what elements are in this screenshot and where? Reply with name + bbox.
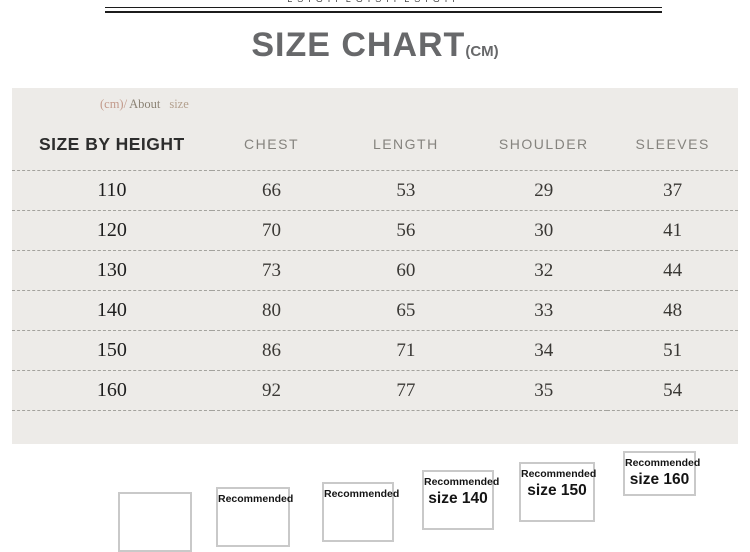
cell-shoulder: 35 <box>480 370 608 411</box>
unit-note-size: size <box>169 97 189 111</box>
cell-shoulder: 30 <box>480 210 608 251</box>
cell-sleeves: 37 <box>607 170 738 211</box>
recommended-size-box-110[interactable] <box>118 492 192 552</box>
recommended-label: Recommended <box>521 468 597 480</box>
size-table: SIZE BY HEIGHT CHEST LENGTH SHOULDER SLE… <box>12 118 738 411</box>
recommended-label: Recommended <box>324 488 400 500</box>
cell-sleeves: 41 <box>607 210 738 251</box>
cell-length: 53 <box>331 170 481 211</box>
table-row: 140 80 65 33 48 <box>12 290 738 331</box>
unit-note: (cm)/About size <box>100 97 189 112</box>
cell-chest: 92 <box>211 370 332 411</box>
cell-sleeves: 48 <box>607 290 738 331</box>
cell-sleeves: 54 <box>607 370 738 411</box>
table-header-row: SIZE BY HEIGHT CHEST LENGTH SHOULDER SLE… <box>12 118 738 171</box>
cell-shoulder: 34 <box>480 330 608 371</box>
column-header-sleeves: SLEEVES <box>607 118 738 171</box>
cell-size: 140 <box>12 290 212 331</box>
cell-shoulder: 33 <box>480 290 608 331</box>
column-header-chest: CHEST <box>211 118 332 171</box>
size-table-panel: (cm)/About size SIZE BY HEIGHT CHEST LENG… <box>12 88 738 444</box>
cell-size: 130 <box>12 250 212 291</box>
recommended-size-box-160[interactable]: Recommended size 160 <box>623 451 701 496</box>
unit-note-cm: (cm)/ <box>100 97 128 111</box>
table-row: 160 92 77 35 54 <box>12 370 738 411</box>
cell-length: 77 <box>331 370 481 411</box>
table-row: 110 66 53 29 37 <box>12 170 738 211</box>
recommended-size-box-130[interactable]: Recommended <box>322 482 400 542</box>
cell-length: 71 <box>331 330 481 371</box>
cell-size: 110 <box>12 170 212 211</box>
cell-size: 160 <box>12 370 212 411</box>
recommended-size-value: size 140 <box>428 490 488 507</box>
cell-chest: 80 <box>211 290 332 331</box>
page-title-text: SIZE CHART <box>251 26 466 64</box>
clipped-top-text: LSIGIFLGISIFLSIGIF <box>0 0 750 5</box>
cell-length: 60 <box>331 250 481 291</box>
recommended-label: Recommended <box>625 457 701 469</box>
column-header-size-by-height: SIZE BY HEIGHT <box>12 118 212 171</box>
cell-sleeves: 51 <box>607 330 738 371</box>
recommended-size-box-120[interactable]: Recommended <box>216 487 293 547</box>
double-rule-divider <box>105 7 662 13</box>
cell-shoulder: 29 <box>480 170 608 211</box>
recommended-label: Recommended <box>424 476 500 488</box>
cell-chest: 66 <box>211 170 332 211</box>
column-header-length: LENGTH <box>331 118 481 171</box>
cell-size: 120 <box>12 210 212 251</box>
table-row: 150 86 71 34 51 <box>12 330 738 371</box>
recommended-size-box-150[interactable]: Recommended size 150 <box>519 462 597 522</box>
cell-chest: 70 <box>211 210 332 251</box>
unit-note-about: About <box>129 97 161 111</box>
recommended-size-value: size 150 <box>527 482 587 499</box>
cell-chest: 86 <box>211 330 332 371</box>
cell-size: 150 <box>12 330 212 371</box>
cell-length: 65 <box>331 290 481 331</box>
table-row: 130 73 60 32 44 <box>12 250 738 291</box>
cell-chest: 73 <box>211 250 332 291</box>
cell-length: 56 <box>331 210 481 251</box>
page-title: SIZE CHART(CM) <box>0 26 750 65</box>
clipped-top-text-glyphs: LSIGIFLGISIFLSIGIF <box>0 0 750 4</box>
column-header-shoulder: SHOULDER <box>480 118 608 171</box>
recommended-size-value: size 160 <box>629 471 690 488</box>
cell-sleeves: 44 <box>607 250 738 291</box>
recommended-size-box-140[interactable]: Recommended size 140 <box>422 470 500 530</box>
page-title-unit: (CM) <box>465 43 499 60</box>
table-row: 120 70 56 30 41 <box>12 210 738 251</box>
cell-shoulder: 32 <box>480 250 608 291</box>
